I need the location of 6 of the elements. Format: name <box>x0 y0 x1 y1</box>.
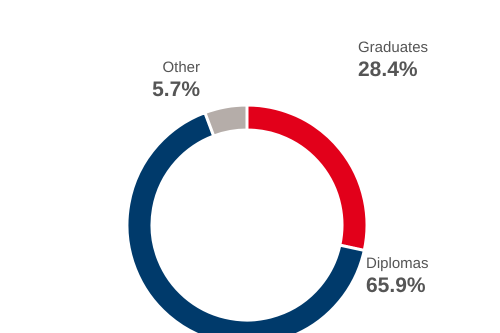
data-label: 65.9% <box>366 274 426 297</box>
slice-label: Other <box>162 59 200 76</box>
slice-label: Graduates <box>358 39 428 56</box>
data-label: 5.7% <box>152 78 200 101</box>
slice-label: Diplomas <box>366 255 429 272</box>
data-label: 28.4% <box>358 58 418 81</box>
